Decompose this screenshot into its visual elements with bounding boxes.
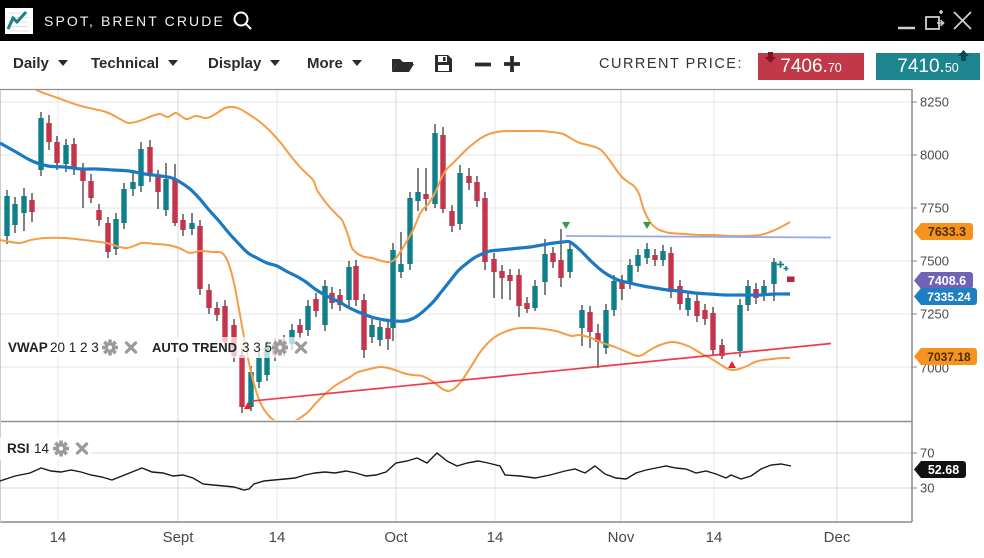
svg-text:7408.6: 7408.6 [928, 274, 966, 288]
svg-text:7037.18: 7037.18 [927, 350, 971, 364]
svg-text:14: 14 [50, 529, 67, 546]
svg-text:3 3 5: 3 3 5 [242, 340, 272, 355]
svg-text:52.68: 52.68 [928, 463, 959, 477]
svg-text:Sept: Sept [163, 529, 195, 546]
svg-text:8250: 8250 [920, 95, 949, 110]
svg-text:Dec: Dec [824, 529, 851, 546]
svg-text:Nov: Nov [608, 529, 635, 546]
svg-text:7250: 7250 [920, 307, 949, 322]
svg-text:14: 14 [706, 529, 723, 546]
svg-text:14: 14 [487, 529, 504, 546]
svg-text:VWAP: VWAP [8, 340, 48, 355]
svg-text:7633.3: 7633.3 [928, 225, 966, 239]
svg-text:8000: 8000 [920, 148, 949, 163]
svg-text:RSI: RSI [7, 441, 30, 456]
svg-text:14: 14 [34, 441, 50, 456]
svg-text:70: 70 [920, 446, 934, 461]
svg-text:7500: 7500 [920, 254, 949, 269]
svg-text:AUTO TREND: AUTO TREND [152, 340, 237, 355]
svg-text:7335.24: 7335.24 [927, 290, 971, 304]
svg-text:30: 30 [920, 481, 934, 496]
svg-text:Oct: Oct [384, 529, 408, 546]
svg-text:20 1 2 3: 20 1 2 3 [50, 340, 99, 355]
svg-text:14: 14 [269, 529, 286, 546]
svg-text:7750: 7750 [920, 201, 949, 216]
